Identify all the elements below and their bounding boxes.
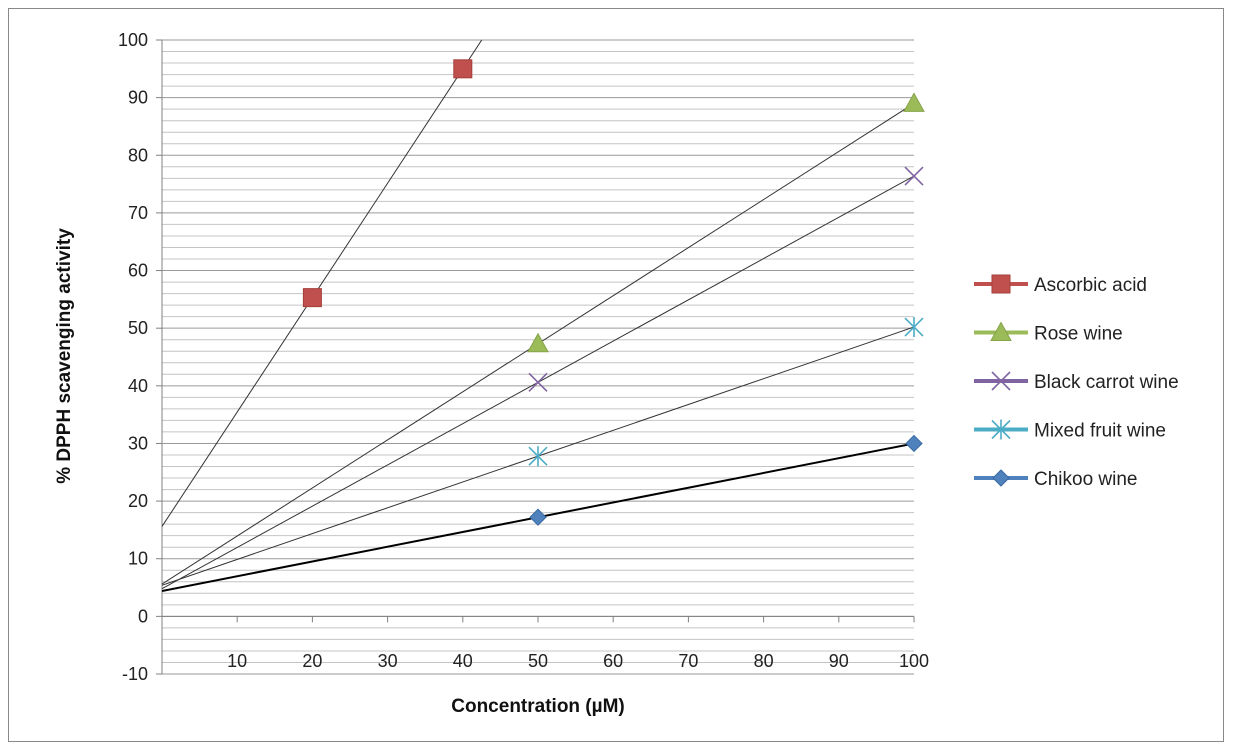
legend-label: Ascorbic acid <box>1034 275 1147 296</box>
legend-marker <box>991 371 1011 391</box>
y-tick-label: 40 <box>128 376 148 396</box>
y-tick-label: 20 <box>128 491 148 511</box>
legend-item-mixed-fruit-wine: Mixed fruit wine <box>974 419 1166 442</box>
legend-item-black-carrot-wine: Black carrot wine <box>974 371 1179 393</box>
legend-marker <box>992 469 1010 487</box>
legend-label: Rose wine <box>1034 324 1123 345</box>
legend-label: Mixed fruit wine <box>1034 421 1166 442</box>
trendline-layer <box>162 40 914 592</box>
y-tick-label: 70 <box>128 203 148 223</box>
legend: Ascorbic acid Rose wine Black carrot wine M… <box>974 274 1179 490</box>
x-tick-label: 10 <box>227 651 247 671</box>
legend-label: Chikoo wine <box>1034 469 1138 490</box>
y-tick-label: 60 <box>128 261 148 281</box>
data-point-mixed-fruit-wine <box>528 446 548 467</box>
legend-marker <box>990 321 1012 341</box>
x-tick-label: 100 <box>899 651 929 671</box>
data-point-ascorbic-acid <box>453 59 473 79</box>
x-tick-label: 30 <box>378 651 398 671</box>
marker-layer <box>302 59 925 526</box>
x-tick-label: 60 <box>603 651 623 671</box>
data-point-rose-wine <box>903 92 925 112</box>
data-point-chikoo-wine <box>529 508 547 526</box>
data-point-mixed-fruit-wine <box>904 317 924 338</box>
legend-label: Black carrot wine <box>1034 372 1179 393</box>
data-point-black-carrot-wine <box>904 166 924 186</box>
axis-layer: -10 0 10 20 30 40 50 60 70 80 90 100 10 20 30 40 50 60 70 8… <box>118 30 929 684</box>
x-axis-title: Concentration (µM) <box>451 696 625 717</box>
x-tick-label: 90 <box>829 651 849 671</box>
y-tick-label: -10 <box>122 664 148 684</box>
y-tick-label: 0 <box>138 606 148 626</box>
y-tick-label: 50 <box>128 318 148 338</box>
x-tick-label: 20 <box>302 651 322 671</box>
y-tick-label: 100 <box>118 30 148 50</box>
x-tick-label: 80 <box>754 651 774 671</box>
data-point-ascorbic-acid <box>302 288 322 308</box>
y-tick-label: 90 <box>128 88 148 108</box>
legend-item-rose-wine: Rose wine <box>974 321 1123 345</box>
x-tick-label: 70 <box>678 651 698 671</box>
legend-item-ascorbic-acid: Ascorbic acid <box>974 274 1147 296</box>
data-point-black-carrot-wine <box>528 372 548 392</box>
legend-marker <box>991 274 1011 294</box>
data-point-rose-wine <box>527 332 549 353</box>
y-tick-label: 80 <box>128 145 148 165</box>
grid-layer <box>162 39 914 675</box>
y-axis-title: % DPPH scavenging activity <box>54 228 75 484</box>
trendline-ascorbic-acid <box>162 40 483 527</box>
chart-frame <box>8 8 1224 742</box>
x-tick-label: 50 <box>528 651 548 671</box>
x-tick-label: 40 <box>453 651 473 671</box>
y-tick-label: 10 <box>128 549 148 569</box>
y-tick-label: 30 <box>128 433 148 453</box>
legend-item-chikoo-wine: Chikoo wine <box>974 469 1138 490</box>
legend-marker <box>991 419 1011 440</box>
data-point-chikoo-wine <box>905 434 923 453</box>
